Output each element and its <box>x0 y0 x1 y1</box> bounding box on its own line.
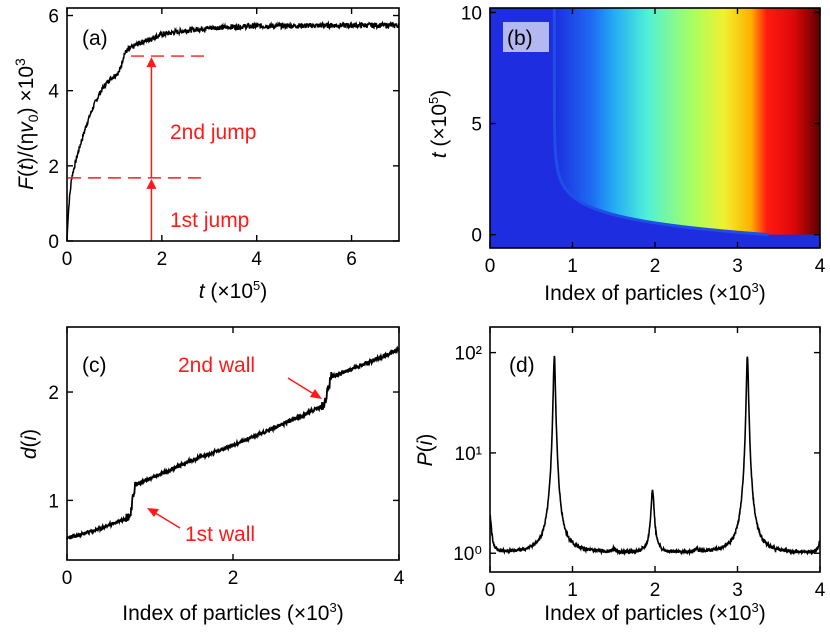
panel-c-label: (c) <box>82 354 107 377</box>
panel-a-xlabel: t (×105) <box>199 278 268 303</box>
panel-c-ytick-label-1: 2 <box>48 383 59 404</box>
panel-d-ytick-label-1: 10¹ <box>455 444 482 465</box>
panel-d-ylabel: P(i) <box>414 434 437 467</box>
panel-d-xtick-label-4: 4 <box>815 580 826 601</box>
spacing-curve <box>66 345 400 540</box>
panel-a-xtick-label-3: 6 <box>346 249 357 270</box>
force-curve <box>66 20 400 242</box>
panel-b-ytick-label-1: 5 <box>471 115 482 136</box>
panel-b-ticks: 0 1 2 3 4 0 5 10 <box>461 3 826 277</box>
panel-a-ytick-label-3: 6 <box>48 7 59 28</box>
panel-b-ytick-label-2: 10 <box>461 3 482 24</box>
panel-a-ticks: 0 2 4 6 0 2 4 6 <box>48 7 399 270</box>
panel-a-ytick-label-1: 2 <box>48 157 59 178</box>
panel-c: 0 2 4 1 2 (c) Index of particles (×103) d(i)… <box>18 326 405 625</box>
first-wall-annotation: 1st wall <box>185 523 255 546</box>
panel-b-xtick-label-4: 4 <box>815 256 826 277</box>
panel-a-label: (a) <box>82 27 108 50</box>
panel-a-frame <box>66 7 400 242</box>
panel-a-plot-area <box>66 20 400 242</box>
panel-a-ytick-label-0: 0 <box>48 232 59 253</box>
panel-d-xtick-label-0: 0 <box>485 580 496 601</box>
panel-d-xlabel: Index of particles (×103) <box>544 600 765 625</box>
panel-c-ticks: 0 2 4 1 2 <box>48 327 405 589</box>
panel-a-xtick-label-1: 2 <box>157 249 168 270</box>
second-wall-annotation: 2nd wall <box>178 354 255 377</box>
panel-d-ticks: 0 1 2 3 4 10⁰ 10¹ 10² <box>453 327 826 601</box>
panel-d-plot-area <box>489 355 821 557</box>
panel-d-xtick-label-1: 1 <box>567 580 578 601</box>
second-wall-arrowhead <box>310 389 322 399</box>
second-jump-annotation: 2nd jump <box>170 121 256 144</box>
second-jump-arrowhead <box>146 57 157 68</box>
panel-b-xtick-label-1: 1 <box>567 256 578 277</box>
panel-d-xtick-label-3: 3 <box>732 580 743 601</box>
panel-c-xtick-label-1: 2 <box>228 568 239 589</box>
panel-a: 0 2 4 6 0 2 4 6 (a) t (×105) F(t)/(ηv0) ×103 2n… <box>12 7 400 303</box>
panel-a-xtick-label-2: 4 <box>251 249 262 270</box>
panel-c-xlabel: Index of particles (×103) <box>122 600 343 625</box>
panel-b-ytick-label-0: 0 <box>471 226 482 247</box>
panel-c-ytick-label-0: 1 <box>48 491 59 512</box>
panel-d-xtick-label-2: 2 <box>650 580 661 601</box>
panel-b-ylabel: t (×105) <box>426 90 451 159</box>
panel-d: 0 1 2 3 4 10⁰ 10¹ 10² (d) Index of particles (×… <box>414 326 826 625</box>
panel-b-xtick-label-3: 3 <box>732 256 743 277</box>
first-jump-arrowhead <box>146 178 157 189</box>
panel-c-ylabel: d(i) <box>18 429 41 459</box>
panel-a-ytick-label-2: 4 <box>48 82 59 103</box>
panel-c-plot-area <box>66 345 400 540</box>
panel-a-xtick-label-0: 0 <box>62 249 73 270</box>
panel-b-xtick-label-2: 2 <box>650 256 661 277</box>
second-wall-arrow <box>287 377 318 397</box>
panel-b-label: (b) <box>507 27 533 50</box>
power-spectrum-curve <box>489 355 821 557</box>
panel-d-frame <box>489 326 821 573</box>
first-jump-annotation: 1st jump <box>170 209 249 232</box>
panel-c-xtick-label-2: 4 <box>394 568 405 589</box>
panel-d-ytick-label-2: 10² <box>455 344 482 365</box>
panel-b-xtick-label-0: 0 <box>485 256 496 277</box>
panel-b-xlabel: Index of particles (×103) <box>544 280 765 305</box>
panel-d-label: (d) <box>509 354 535 377</box>
panel-a-ylabel: F(t)/(ηv0) ×103 <box>12 58 41 190</box>
panel-c-xtick-label-0: 0 <box>62 568 73 589</box>
first-wall-arrow <box>151 510 181 529</box>
panel-b-label-box <box>503 22 549 52</box>
panel-d-ytick-label-0: 10⁰ <box>453 544 482 565</box>
first-wall-arrowhead <box>147 508 159 517</box>
